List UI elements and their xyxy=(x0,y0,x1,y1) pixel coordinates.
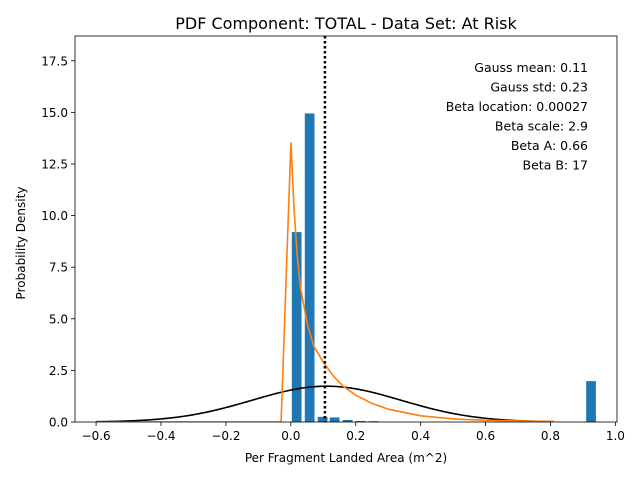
histogram-bar xyxy=(291,232,302,422)
axes: −0.6 −0.4 −0.2 0.0 0.2 0.4 0.6 0.8 1.0 0.0 2.5 5.0 7… xyxy=(41,35,625,443)
y-tick-label: 2.5 xyxy=(49,364,68,378)
stats-annotation: Gauss std: 0.23 xyxy=(490,80,588,95)
x-tick-label: −0.6 xyxy=(82,429,111,443)
histogram-bar xyxy=(355,420,366,422)
y-axis-label: Probability Density xyxy=(14,187,28,300)
histogram-bar xyxy=(368,421,379,422)
x-tick-label: −0.4 xyxy=(146,429,175,443)
y-tick-label: 5.0 xyxy=(49,312,68,326)
x-axis-label: Per Fragment Landed Area (m^2) xyxy=(245,451,447,465)
stats-annotation: Beta A: 0.66 xyxy=(511,138,588,153)
stats-annotations: Gauss mean: 0.11 Gauss std: 0.23 Beta loca… xyxy=(446,60,588,173)
x-tick-label: −0.2 xyxy=(211,429,240,443)
beta-curve-line xyxy=(96,142,554,422)
y-tick-label: 7.5 xyxy=(49,261,68,275)
stats-annotation: Gauss mean: 0.11 xyxy=(474,60,588,75)
plot-area xyxy=(96,36,596,422)
histogram-bar xyxy=(304,113,315,422)
chart-title: PDF Component: TOTAL - Data Set: At Risk xyxy=(175,14,517,33)
histogram-bar xyxy=(329,417,340,422)
histogram-bar xyxy=(317,416,328,422)
x-tick-label: 0.6 xyxy=(476,429,495,443)
stats-annotation: Beta B: 17 xyxy=(523,158,588,173)
histogram-bar xyxy=(342,419,353,422)
y-tick-label: 17.5 xyxy=(41,54,68,68)
x-tick-label: 1.0 xyxy=(606,429,625,443)
x-tick-label: 0.2 xyxy=(346,429,365,443)
y-tick-label: 15.0 xyxy=(41,106,68,120)
y-tick-label: 12.5 xyxy=(41,157,68,171)
histogram-bar xyxy=(586,381,596,422)
x-tick-label: 0.4 xyxy=(411,429,430,443)
x-tick-label: 0.0 xyxy=(281,429,300,443)
stats-annotation: Beta location: 0.00027 xyxy=(446,99,588,114)
plot-frame xyxy=(74,35,618,423)
y-tick-label: 0.0 xyxy=(49,416,68,430)
y-tick-label: 10.0 xyxy=(41,209,68,223)
plot-series xyxy=(96,36,596,422)
stats-annotation: Beta scale: 2.9 xyxy=(495,119,588,134)
x-tick-label: 0.8 xyxy=(541,429,560,443)
